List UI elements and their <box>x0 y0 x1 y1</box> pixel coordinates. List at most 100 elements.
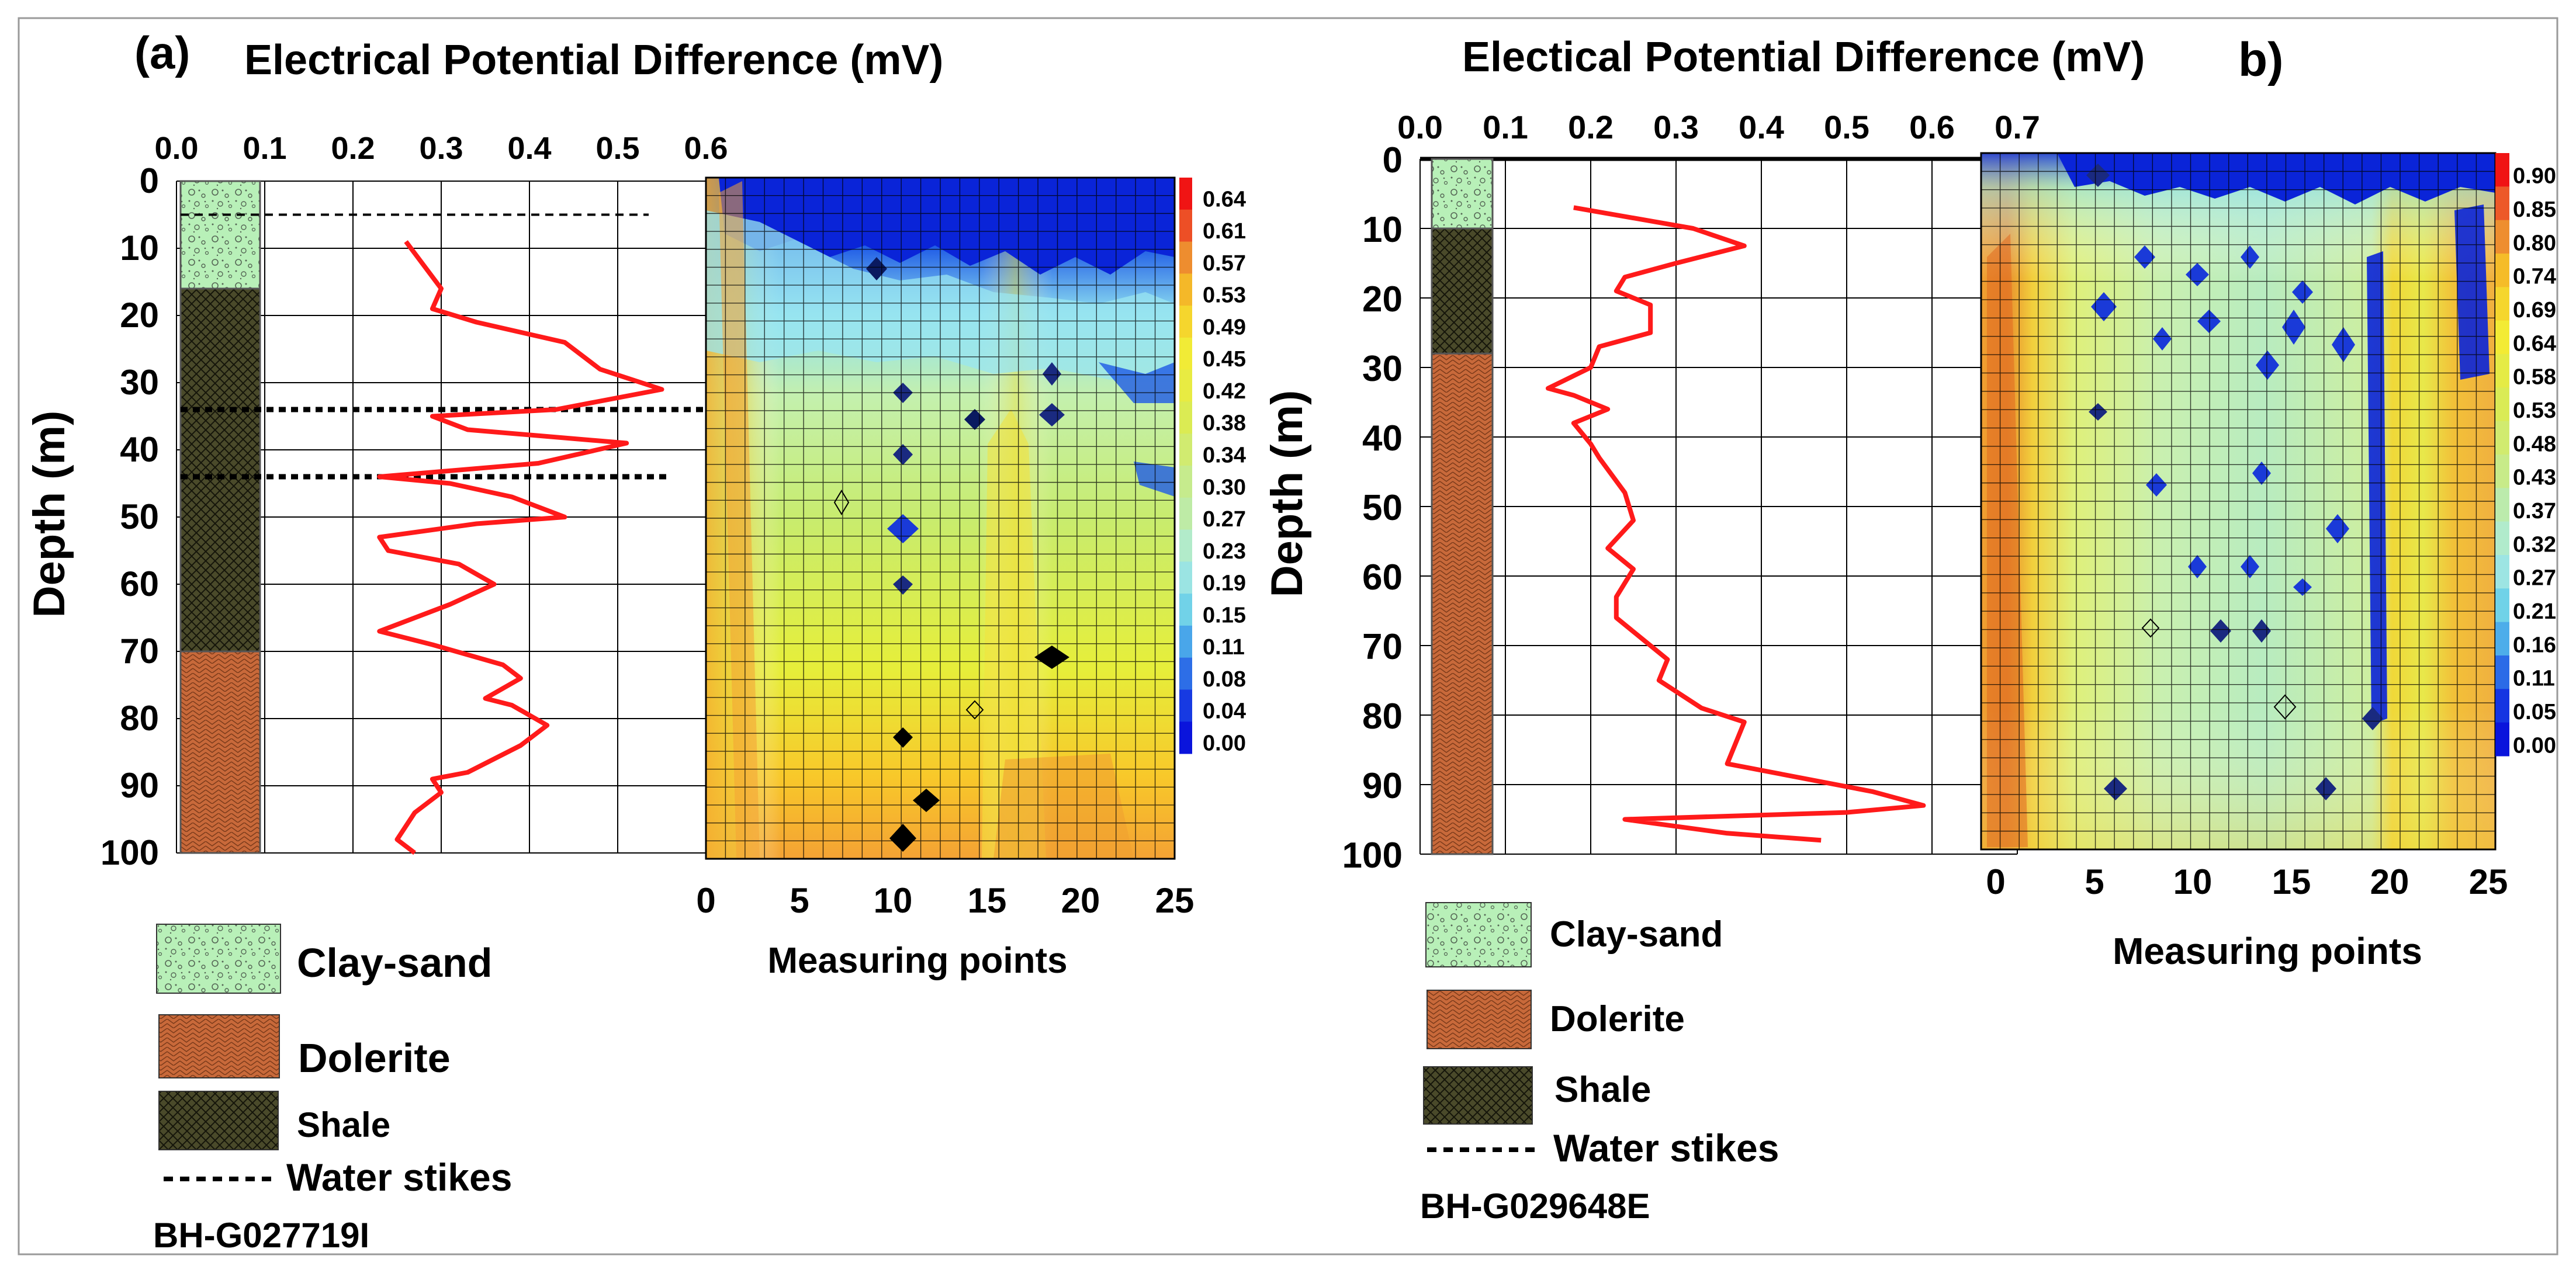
colorbar-swatch <box>2495 254 2509 287</box>
colorbar-swatch <box>2495 555 2509 589</box>
contour-diamond <box>2141 618 2160 638</box>
panel-a: (a) Electrical Potential Difference (mV)… <box>25 27 1246 1255</box>
colorbar-swatch <box>1179 369 1192 402</box>
colorbar-label: 0.19 <box>1203 571 1246 596</box>
panel-b-x-ticks: 0.0 0.1 0.2 0.3 0.4 0.5 0.6 0.7 <box>1397 109 2040 145</box>
panel-b-title: Electical Potential Difference (mV) <box>1462 34 2145 81</box>
contour-diamond <box>893 444 913 465</box>
x-tick-label: 0.6 <box>1909 109 1955 145</box>
x-tick-label: 0.4 <box>1739 109 1784 145</box>
figure-border <box>18 17 2558 1255</box>
contour-x-tick: 5 <box>2085 862 2104 901</box>
panel-a-borehole-name: BH-G027719I <box>153 1216 369 1255</box>
legend-label-dolerite: Dolerite <box>298 1035 451 1081</box>
colorbar-swatch <box>1179 306 1192 338</box>
panel-b-colorbar: 0.90 0.85 0.80 0.74 0.69 0.64 0.58 0.53 0.48 0.43… <box>2495 153 2556 758</box>
colorbar-label: 0.64 <box>2513 331 2556 356</box>
contour-diamond <box>2210 619 2231 643</box>
y-tick-label: 0 <box>140 161 159 200</box>
colorbar-swatch <box>2495 588 2509 623</box>
colorbar-label: 0.15 <box>1203 603 1246 627</box>
contour-diamond <box>2186 263 2209 286</box>
panel-b-y-ticks: 0 10 20 30 40 50 60 70 80 90 100 <box>1342 140 1403 876</box>
contour-diamond <box>833 490 850 515</box>
colorbar-label: 0.57 <box>1203 251 1246 276</box>
contour-x-tick: 10 <box>874 881 913 920</box>
contour-diamond <box>1043 362 1061 386</box>
colorbar-label: 0.53 <box>2513 398 2556 423</box>
x-tick-label: 0.1 <box>1483 109 1528 145</box>
y-tick-label: 80 <box>120 699 159 738</box>
colorbar-swatch <box>1179 178 1192 210</box>
panel-a-y-axis-label: Depth (m) <box>25 411 74 618</box>
panel-b: Electical Potential Difference (mV) b) D… <box>1262 33 2556 1226</box>
contour-diamond <box>2293 578 2312 596</box>
colorbar-swatch <box>1179 594 1192 626</box>
colorbar-swatch <box>1179 497 1192 530</box>
contour-diamond <box>2197 310 2221 333</box>
contour-blob <box>719 181 760 859</box>
colorbar-swatch <box>1179 241 1192 274</box>
colorbar-label: 0.00 <box>2513 733 2556 758</box>
contour-diamond <box>964 409 985 430</box>
panel-a-y-ticks: 0 10 20 30 40 50 60 70 80 90 100 <box>101 161 159 872</box>
colorbar-swatch <box>2495 220 2509 254</box>
contour-diamond <box>2153 327 2172 351</box>
legend-label-dolerite: Dolerite <box>1550 999 1685 1039</box>
panel-a-x-ticks: 0.0 0.1 0.2 0.3 0.4 0.5 0.6 <box>154 131 728 166</box>
y-tick-label: 90 <box>1362 766 1403 806</box>
colorbar-swatch <box>1179 625 1192 658</box>
y-tick-label: 10 <box>1362 210 1403 250</box>
colorbar-swatch <box>2495 287 2509 321</box>
colorbar-swatch <box>1179 273 1192 306</box>
panel-b-potential-line <box>1546 205 1926 843</box>
legend-label-clay-sand: Clay-sand <box>297 940 493 986</box>
colorbar-label: 0.27 <box>2513 566 2556 591</box>
colorbar-label: 0.74 <box>2513 265 2556 289</box>
borehole-layer-shale <box>179 287 261 653</box>
colorbar-label: 0.00 <box>1203 731 1246 756</box>
panel-a-potential-line <box>377 240 664 855</box>
legend-label-water: Water stikes <box>286 1156 512 1199</box>
panel-b-contour-x-ticks: 0 5 10 15 20 25 <box>1986 862 2508 901</box>
panel-b-contour-x-label: Measuring points <box>2113 930 2422 972</box>
contour-diamond <box>2292 280 2313 304</box>
panel-b-y-axis-label: Depth (m) <box>1262 390 1312 598</box>
x-tick-label: 0.6 <box>684 131 728 166</box>
legend-label-shale: Shale <box>1554 1070 1651 1110</box>
colorbar-label: 0.85 <box>2513 197 2556 222</box>
colorbar-label: 0.38 <box>1203 411 1246 436</box>
contour-diamond <box>965 700 984 720</box>
legend-swatch-shale <box>158 1091 279 1150</box>
legend-swatch-dolerite <box>158 1014 280 1078</box>
colorbar-label: 0.16 <box>2513 633 2556 657</box>
y-tick-label: 70 <box>120 632 159 671</box>
colorbar-label: 0.49 <box>1203 315 1246 339</box>
x-tick-label: 0.5 <box>595 131 639 166</box>
colorbar-swatch <box>2495 354 2509 388</box>
colorbar-swatch <box>2495 622 2509 656</box>
panel-b-borehole-log <box>1431 158 1494 855</box>
legend-label-water: Water stikes <box>1553 1126 1779 1170</box>
colorbar-label: 0.45 <box>1203 347 1246 372</box>
borehole-layer-shale <box>1431 227 1494 355</box>
contour-blob <box>719 178 1175 275</box>
borehole-layer-clay-sand <box>1431 158 1494 230</box>
colorbar-label: 0.23 <box>1203 539 1246 564</box>
colorbar-swatch <box>2495 186 2509 221</box>
legend-swatch-shale <box>1423 1066 1533 1125</box>
colorbar-label: 0.32 <box>2513 532 2556 557</box>
contour-x-tick: 15 <box>2272 862 2311 901</box>
colorbar-swatch <box>2495 153 2509 187</box>
contour-x-tick: 25 <box>2469 862 2508 901</box>
colorbar-swatch <box>1179 466 1192 498</box>
colorbar-swatch <box>2495 521 2509 556</box>
x-tick-label: 0.3 <box>419 131 463 166</box>
panel-b-legend: Clay-sand Dolerite Shale Water stikes BH… <box>1420 902 1779 1226</box>
y-tick-label: 20 <box>1362 279 1403 320</box>
contour-grid <box>1981 153 2495 849</box>
colorbar-label: 0.42 <box>1203 379 1246 404</box>
panel-a-legend: Clay-sand Dolerite Shale Water stikes BH… <box>153 924 512 1255</box>
colorbar-swatch <box>2495 655 2509 689</box>
contour-diamond <box>2362 707 2383 730</box>
